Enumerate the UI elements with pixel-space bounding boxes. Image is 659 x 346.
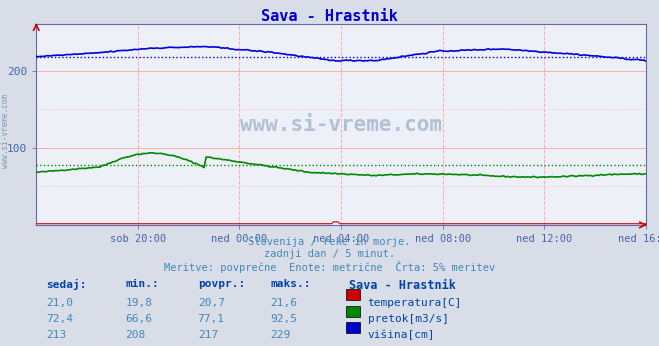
- Text: 217: 217: [198, 330, 218, 340]
- Text: 21,6: 21,6: [270, 298, 297, 308]
- Text: www.si-vreme.com: www.si-vreme.com: [1, 94, 10, 169]
- Text: 20,7: 20,7: [198, 298, 225, 308]
- Text: sedaj:: sedaj:: [46, 279, 86, 290]
- Text: 92,5: 92,5: [270, 314, 297, 324]
- Text: www.si-vreme.com: www.si-vreme.com: [240, 115, 442, 135]
- Text: temperatura[C]: temperatura[C]: [368, 298, 462, 308]
- Text: zadnji dan / 5 minut.: zadnji dan / 5 minut.: [264, 249, 395, 259]
- Text: maks.:: maks.:: [270, 279, 310, 289]
- Text: 72,4: 72,4: [46, 314, 73, 324]
- Text: Meritve: povprečne  Enote: metrične  Črta: 5% meritev: Meritve: povprečne Enote: metrične Črta:…: [164, 261, 495, 273]
- Text: 21,0: 21,0: [46, 298, 73, 308]
- Text: 19,8: 19,8: [125, 298, 152, 308]
- Text: Sava - Hrastnik: Sava - Hrastnik: [261, 9, 398, 24]
- Text: Sava - Hrastnik: Sava - Hrastnik: [349, 279, 456, 292]
- Text: 213: 213: [46, 330, 67, 340]
- Text: 229: 229: [270, 330, 291, 340]
- Text: 77,1: 77,1: [198, 314, 225, 324]
- Text: 208: 208: [125, 330, 146, 340]
- Text: 66,6: 66,6: [125, 314, 152, 324]
- Text: pretok[m3/s]: pretok[m3/s]: [368, 314, 449, 324]
- Text: Slovenija / reke in morje.: Slovenija / reke in morje.: [248, 237, 411, 247]
- Text: višina[cm]: višina[cm]: [368, 330, 435, 340]
- Text: min.:: min.:: [125, 279, 159, 289]
- Text: povpr.:: povpr.:: [198, 279, 245, 289]
